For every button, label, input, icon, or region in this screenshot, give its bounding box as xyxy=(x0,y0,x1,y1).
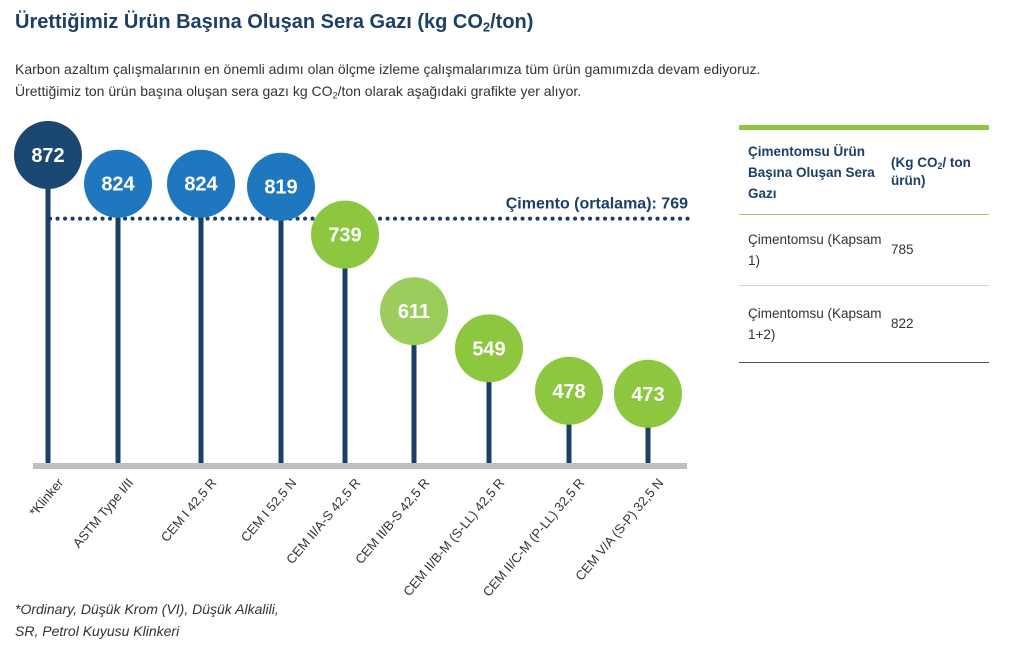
data-label: 549 xyxy=(472,338,505,360)
chart-title: Ürettiğimiz Ürün Başına Oluşan Sera Gazı… xyxy=(15,11,534,35)
data-label: 478 xyxy=(552,381,585,403)
data-label: 739 xyxy=(328,225,361,247)
bar-marker xyxy=(614,359,682,428)
footnote: *Ordinary, Düşük Krom (VI), Düşük Alkali… xyxy=(15,598,279,642)
category-label: CEM II/B-S 42,5 R xyxy=(352,475,432,567)
table-header-col1: Çimentomsu Ürün Başına Oluşan Sera Gazı xyxy=(748,143,875,201)
bar-marker xyxy=(84,149,152,218)
table-row-label: Çimentomsu (Kapsam 1+2) xyxy=(748,306,882,342)
table-header-row: Çimentomsu Ürün Başına Oluşan Sera Gazı … xyxy=(739,130,989,215)
category-label: ASTM Type I/II xyxy=(70,475,137,550)
data-label: 872 xyxy=(31,145,64,167)
table-row: Çimentomsu (Kapsam 1+2) 822 xyxy=(739,286,989,363)
emissions-lollipop-chart: Çimento (ortalama): 769 872 824 824 819 739 61… xyxy=(14,121,690,599)
bar-marker xyxy=(247,152,315,221)
table-row-value: 822 xyxy=(891,316,914,331)
footnote-line-1: *Ordinary, Düşük Krom (VI), Düşük Alkali… xyxy=(15,601,279,617)
intro-line-2: Ürettiğimiz ton ürün başına oluşan sera … xyxy=(15,83,582,101)
footnote-line-2: SR, Petrol Kuyusu Klinkeri xyxy=(15,623,180,639)
bar-marker xyxy=(311,200,379,269)
bar-marker xyxy=(380,277,448,346)
bar-marker xyxy=(167,149,235,218)
category-label: CEM V/A (S-P) 32,5 N xyxy=(572,475,666,583)
cementitious-emissions-table: Çimentomsu Ürün Başına Oluşan Sera Gazı … xyxy=(739,125,989,363)
data-label: 473 xyxy=(631,384,664,406)
data-label: 824 xyxy=(101,174,135,196)
data-label: 819 xyxy=(264,177,297,199)
table-header-col2: (Kg CO2/ ton ürün) xyxy=(891,155,971,188)
bar-marker xyxy=(14,121,82,189)
chart-baseline xyxy=(33,463,687,469)
table-row-label: Çimentomsu (Kapsam 1) xyxy=(748,232,882,268)
bar-marker xyxy=(535,356,603,425)
category-label: CEM I 42,5 R xyxy=(158,475,220,544)
bar-marker xyxy=(455,314,523,383)
data-label: 824 xyxy=(184,174,218,196)
table-top-bar xyxy=(739,125,989,130)
average-label: Çimento (ortalama): 769 xyxy=(506,196,688,213)
data-label: 611 xyxy=(398,301,430,323)
intro-line-1: Karbon azaltım çalışmalarının en önemli … xyxy=(15,61,761,77)
intro-text: Karbon azaltım çalışmalarının en önemli … xyxy=(15,58,760,102)
category-label: CEM I 52,5 N xyxy=(238,475,300,544)
category-label: *Klinker xyxy=(26,475,67,519)
table-row: Çimentomsu (Kapsam 1) 785 xyxy=(739,215,989,286)
table-row-value: 785 xyxy=(891,242,914,257)
